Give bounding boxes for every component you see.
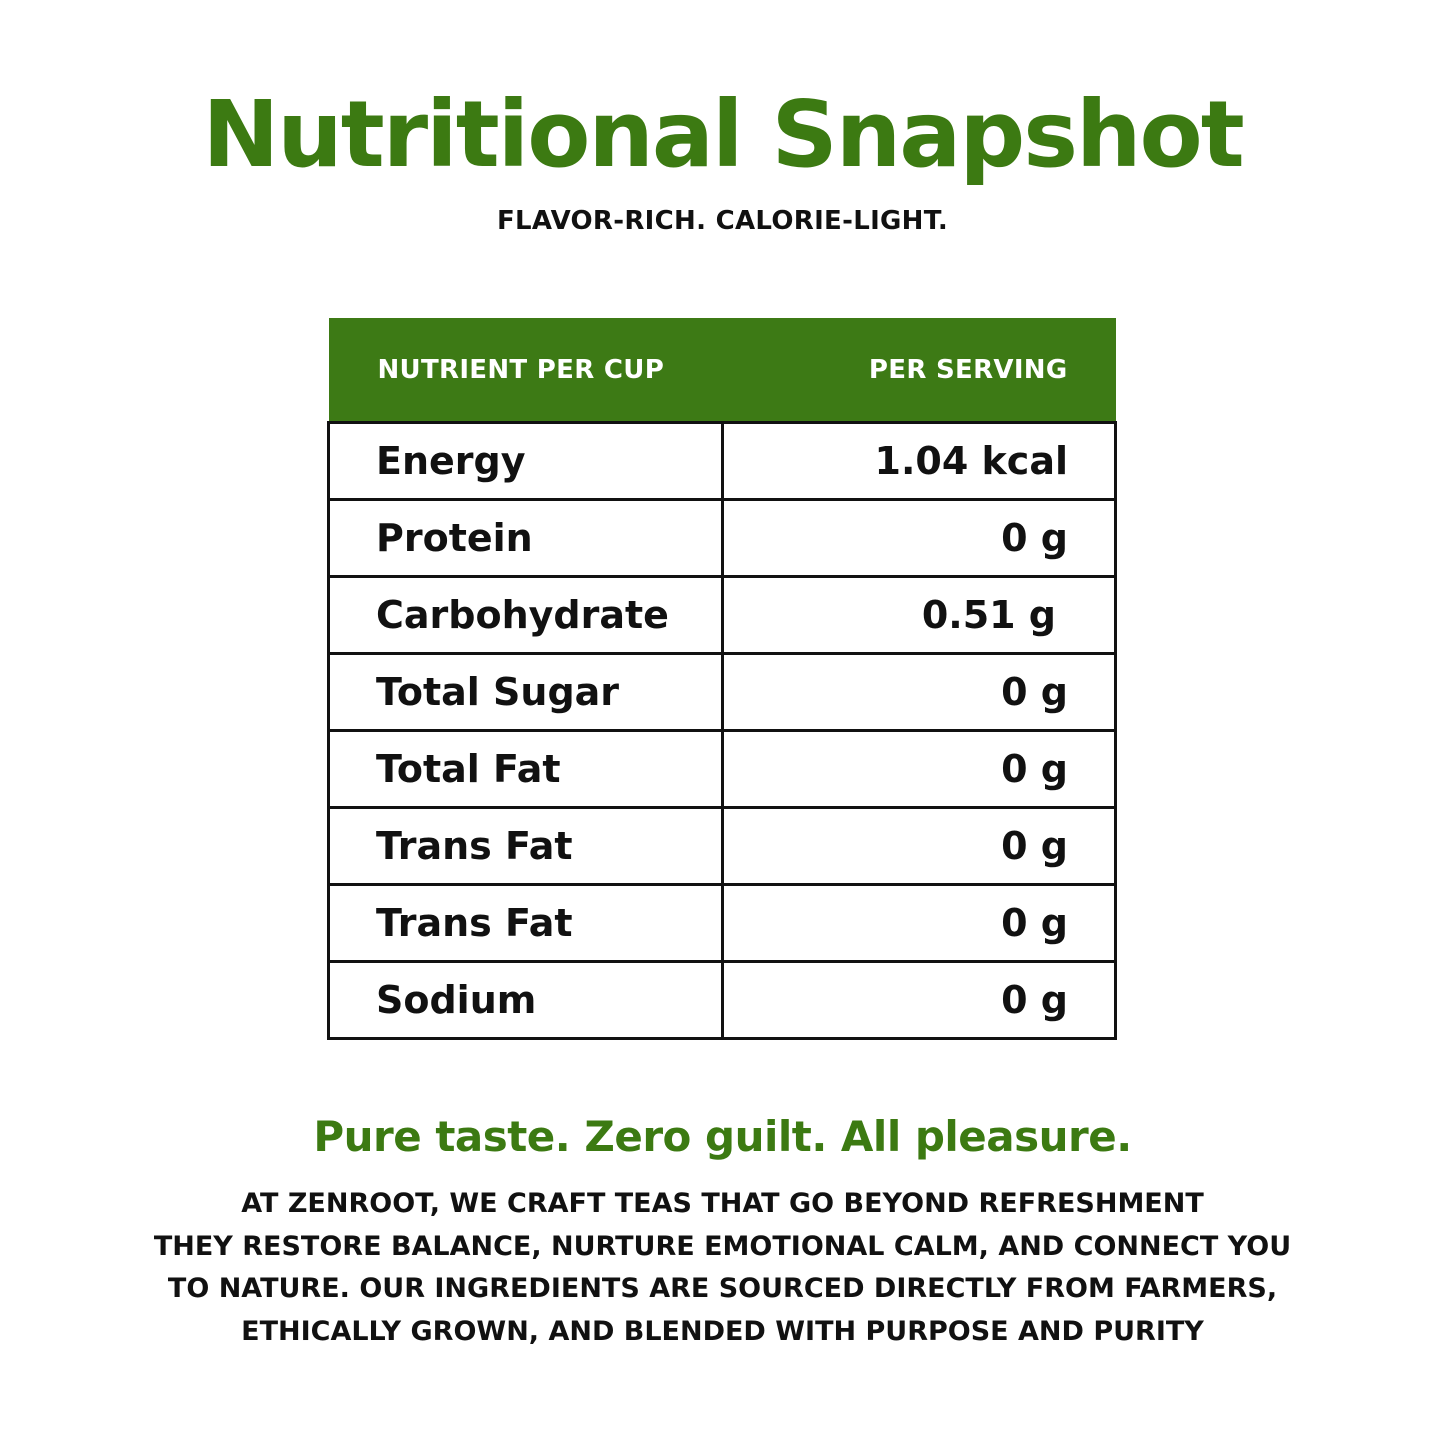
table-row: Trans Fat 0 g <box>327 883 1117 963</box>
table-row: Total Fat 0 g <box>327 729 1117 809</box>
nutrient-value: 0 g <box>721 729 1117 809</box>
nutrient-value: 0.51 g <box>721 575 1117 655</box>
nutrient-name: Carbohydrate <box>327 575 724 655</box>
table-row: Trans Fat 0 g <box>327 806 1117 886</box>
page-title: Nutritional Snapshot <box>202 81 1244 188</box>
nutrient-name: Sodium <box>327 960 724 1040</box>
tagline: Pure taste. Zero guilt. All pleasure. <box>313 1112 1132 1161</box>
description-line: THEY RESTORE BALANCE, NURTURE EMOTIONAL … <box>153 1230 1292 1262</box>
table-row: Sodium 0 g <box>327 960 1117 1040</box>
table-row: Total Sugar 0 g <box>327 652 1117 732</box>
nutrient-value: 0 g <box>721 652 1117 732</box>
nutrient-name: Trans Fat <box>327 883 724 963</box>
nutrient-name: Energy <box>327 421 724 501</box>
table-row: Carbohydrate 0.51 g <box>327 575 1117 655</box>
description-line: AT ZENROOT, WE CRAFT TEAS THAT GO BEYOND… <box>241 1188 1204 1219</box>
description-line: TO NATURE. OUR INGREDIENTS ARE SOURCED D… <box>167 1273 1278 1304</box>
table-row: Protein 0 g <box>327 498 1117 578</box>
nutrient-value: 0 g <box>721 960 1117 1040</box>
column-header-nutrient: NUTRIENT PER CUP <box>328 318 723 423</box>
nutrient-value: 1.04 kcal <box>721 421 1117 501</box>
column-header-serving: PER SERVING <box>722 318 1116 423</box>
nutrient-name: Total Sugar <box>327 652 724 732</box>
nutrient-name: Protein <box>327 498 724 578</box>
table-row: Energy 1.04 kcal <box>327 421 1117 501</box>
nutrition-table: NUTRIENT PER CUP PER SERVING Energy 1.04… <box>327 318 1117 1040</box>
nutrient-name: Trans Fat <box>327 806 724 886</box>
nutrient-value: 0 g <box>721 806 1117 886</box>
nutrient-name: Total Fat <box>327 729 724 809</box>
nutrient-value: 0 g <box>721 883 1117 963</box>
description-line: ETHICALLY GROWN, AND BLENDED WITH PURPOS… <box>241 1315 1204 1347</box>
page-subtitle: FLAVOR-RICH. CALORIE-LIGHT. <box>496 206 949 236</box>
table-header-row: NUTRIENT PER CUP PER SERVING <box>328 318 1116 423</box>
nutrient-value: 0 g <box>721 498 1117 578</box>
brand-description: AT ZENROOT, WE CRAFT TEAS THAT GO BEYOND… <box>0 1183 1445 1353</box>
